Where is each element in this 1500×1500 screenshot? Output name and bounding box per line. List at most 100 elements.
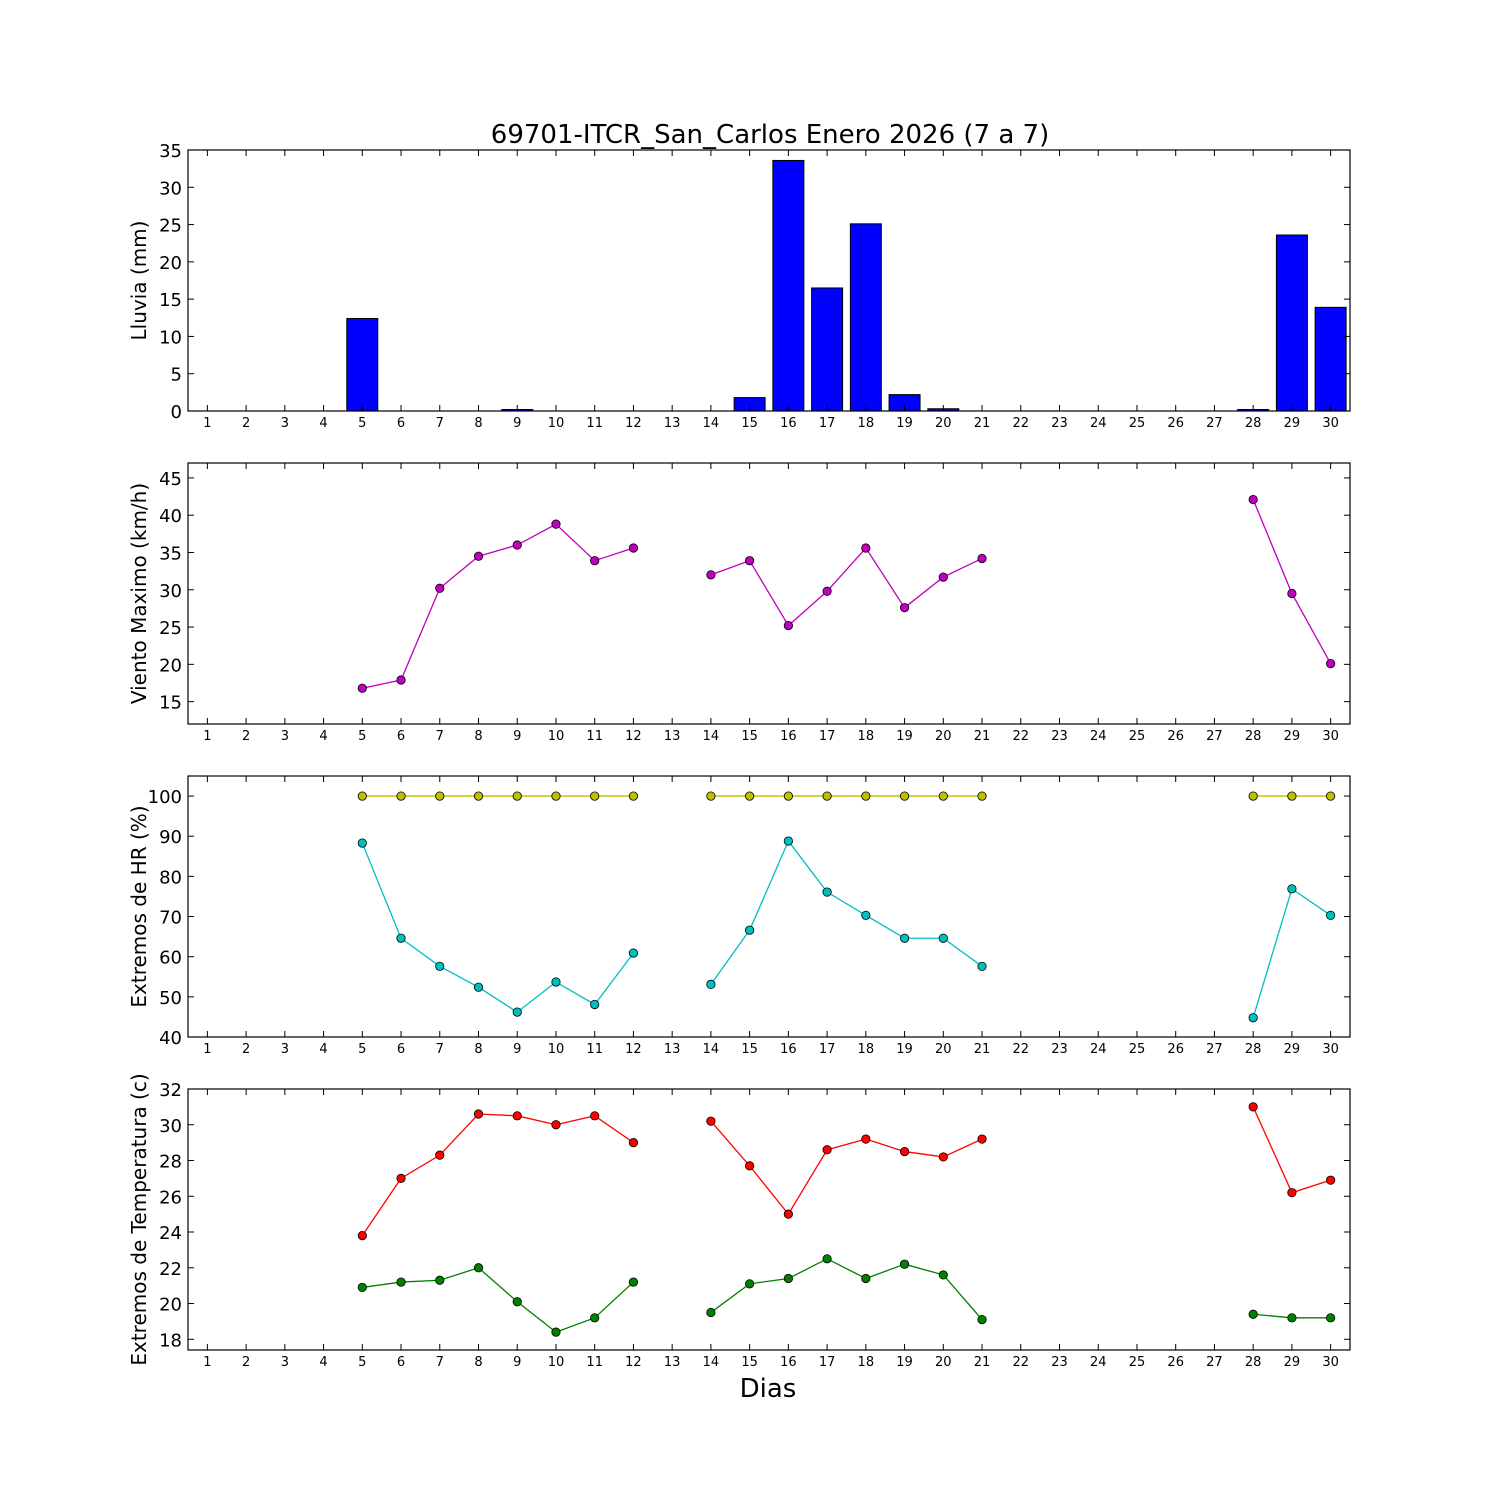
temp-series-1-point-day-12 bbox=[628, 1138, 639, 1148]
hr-series-1-point-day-15 bbox=[745, 791, 755, 801]
wind-axes-frame bbox=[187, 462, 1351, 725]
temp-x-tick-label: 17 bbox=[819, 1355, 836, 1370]
hr-series-1-point-day-20 bbox=[938, 791, 948, 801]
temp-series-2-point-day-8 bbox=[473, 1263, 484, 1273]
hr-series-2 bbox=[357, 836, 1336, 1023]
panels: 1 2 3 4 5 6 7 8 9 10 11 12 13 14 15 16 17 18 19 20 21 22 23 24 2… bbox=[127, 141, 1351, 1370]
rain-y-tick-label: 15 bbox=[159, 290, 182, 311]
wind-x-tick-label: 4 bbox=[319, 729, 327, 744]
rain-x-tick-label: 21 bbox=[974, 416, 991, 431]
hr-x-tick-label: 4 bbox=[319, 1042, 327, 1057]
temp-x-tick-label: 9 bbox=[513, 1355, 521, 1370]
temp-series-1-point-day-29 bbox=[1287, 1188, 1297, 1198]
rain-x-tick-label: 7 bbox=[436, 416, 444, 431]
temp-series-2-point-day-11 bbox=[590, 1313, 600, 1323]
wind-y-tick-label: 20 bbox=[159, 655, 182, 676]
hr-series-2-point-day-17 bbox=[822, 887, 832, 897]
wind-x-tick-label: 30 bbox=[1322, 729, 1339, 744]
wind-x-tick-label: 2 bbox=[242, 729, 250, 744]
temp-x-tick-label: 4 bbox=[319, 1355, 327, 1370]
temp-panel: 1 2 3 4 5 6 7 8 9 10 11 12 13 14 15 16 17 18 19 20 21 22 23 24 2… bbox=[127, 1073, 1351, 1370]
temp-series-1-point-day-15 bbox=[745, 1161, 755, 1171]
hr-series-2-point-day-15 bbox=[745, 925, 755, 935]
wind-series-1-point-day-14 bbox=[706, 570, 716, 580]
temp-series-2-point-day-15 bbox=[745, 1279, 755, 1289]
rain-x-tick-label: 1 bbox=[203, 416, 211, 431]
hr-x-tick-label: 3 bbox=[281, 1042, 289, 1057]
rain-x-tick-label: 29 bbox=[1284, 416, 1301, 431]
wind-series-1-point-day-12 bbox=[628, 543, 639, 553]
hr-y-tick-label: 100 bbox=[148, 787, 182, 808]
temp-series-2-point-day-5 bbox=[357, 1282, 367, 1293]
temp-x-tick-label: 18 bbox=[858, 1355, 875, 1370]
temp-y-tick-label: 20 bbox=[159, 1295, 182, 1316]
temp-x-tick-label: 20 bbox=[935, 1355, 952, 1370]
wind-y-tick-label: 25 bbox=[159, 618, 182, 639]
hr-x-tick-label: 6 bbox=[397, 1042, 405, 1057]
temp-series-2-point-day-12 bbox=[628, 1277, 639, 1287]
temp-y-tick-label: 26 bbox=[159, 1187, 182, 1208]
hr-x-tick-label: 19 bbox=[896, 1042, 913, 1057]
rain-x-tick-label: 26 bbox=[1167, 416, 1184, 431]
temp-x-tick-label: 10 bbox=[548, 1355, 565, 1370]
wind-series-1 bbox=[357, 494, 1336, 693]
wind-x-tick-label: 3 bbox=[281, 729, 289, 744]
temp-series-1-point-day-8 bbox=[473, 1109, 484, 1119]
temp-axes-frame bbox=[187, 1088, 1351, 1351]
hr-x-tick-label: 1 bbox=[203, 1042, 211, 1057]
wind-y-tick-label: 40 bbox=[159, 506, 182, 527]
temp-y-axis-label: Extremos de Temperatura (c) bbox=[127, 1073, 151, 1365]
temp-series-2-point-day-19 bbox=[899, 1259, 910, 1269]
rain-x-tick-label: 22 bbox=[1012, 416, 1029, 431]
temp-series-2 bbox=[357, 1254, 1336, 1337]
temp-series-1-point-day-14 bbox=[706, 1116, 716, 1126]
hr-x-tick-label: 10 bbox=[548, 1042, 565, 1057]
wind-x-tick-label: 22 bbox=[1012, 729, 1029, 744]
wind-series-1-point-day-9 bbox=[512, 540, 522, 550]
rain-bar-day-30 bbox=[1314, 306, 1347, 412]
hr-series-1-point-day-8 bbox=[473, 791, 484, 801]
hr-x-tick-label: 9 bbox=[513, 1042, 521, 1057]
rain-y-tick-label: 20 bbox=[159, 253, 182, 274]
temp-series-1-line-3 bbox=[1252, 1106, 1331, 1194]
wind-x-tick-label: 20 bbox=[935, 729, 952, 744]
wind-series-1-point-day-16 bbox=[783, 620, 793, 631]
temp-x-tick-label: 30 bbox=[1322, 1355, 1339, 1370]
hr-x-tick-label: 17 bbox=[819, 1042, 836, 1057]
rain-x-tick-label: 27 bbox=[1206, 416, 1223, 431]
wind-x-tick-label: 26 bbox=[1167, 729, 1184, 744]
wind-y-tick-label: 15 bbox=[159, 693, 182, 714]
wind-y-axis-label: Viento Maximo (km/h) bbox=[127, 483, 151, 704]
wind-x-tick-label: 21 bbox=[974, 729, 991, 744]
wind-x-tick-label: 18 bbox=[858, 729, 875, 744]
rain-x-tick-label: 23 bbox=[1051, 416, 1068, 431]
temp-series-2-point-day-9 bbox=[512, 1297, 522, 1307]
temp-x-tick-label: 26 bbox=[1167, 1355, 1184, 1370]
hr-series-1-point-day-10 bbox=[551, 791, 561, 801]
wind-series-1-point-day-20 bbox=[938, 572, 948, 582]
temp-y-tick-label: 24 bbox=[159, 1223, 182, 1244]
hr-series-1-point-day-28 bbox=[1248, 791, 1258, 801]
wind-x-tick-label: 6 bbox=[397, 729, 405, 744]
rain-x-tick-label: 16 bbox=[780, 416, 797, 431]
temp-series-1-point-day-9 bbox=[512, 1111, 522, 1121]
hr-series-2-point-day-6 bbox=[396, 933, 406, 943]
hr-series-2-line-1 bbox=[361, 842, 634, 1013]
temp-series-1-point-day-7 bbox=[435, 1150, 445, 1160]
wind-series-1-point-day-6 bbox=[396, 675, 406, 685]
hr-x-tick-label: 21 bbox=[974, 1042, 991, 1057]
hr-series-2-point-day-30 bbox=[1326, 910, 1336, 920]
rain-x-tick-label: 11 bbox=[586, 416, 603, 431]
wind-x-tick-label: 9 bbox=[513, 729, 521, 744]
temp-y-tick-label: 30 bbox=[159, 1116, 182, 1137]
hr-series-2-point-day-5 bbox=[357, 838, 367, 848]
hr-x-tick-label: 22 bbox=[1012, 1042, 1029, 1057]
wind-x-tick-label: 17 bbox=[819, 729, 836, 744]
temp-x-tick-label: 24 bbox=[1090, 1355, 1107, 1370]
temp-series-1-point-day-19 bbox=[899, 1146, 910, 1157]
hr-series-1-point-day-6 bbox=[396, 791, 406, 801]
hr-x-tick-label: 11 bbox=[586, 1042, 603, 1057]
hr-y-tick-label: 40 bbox=[159, 1028, 182, 1049]
rain-y-tick-label: 35 bbox=[159, 141, 182, 162]
